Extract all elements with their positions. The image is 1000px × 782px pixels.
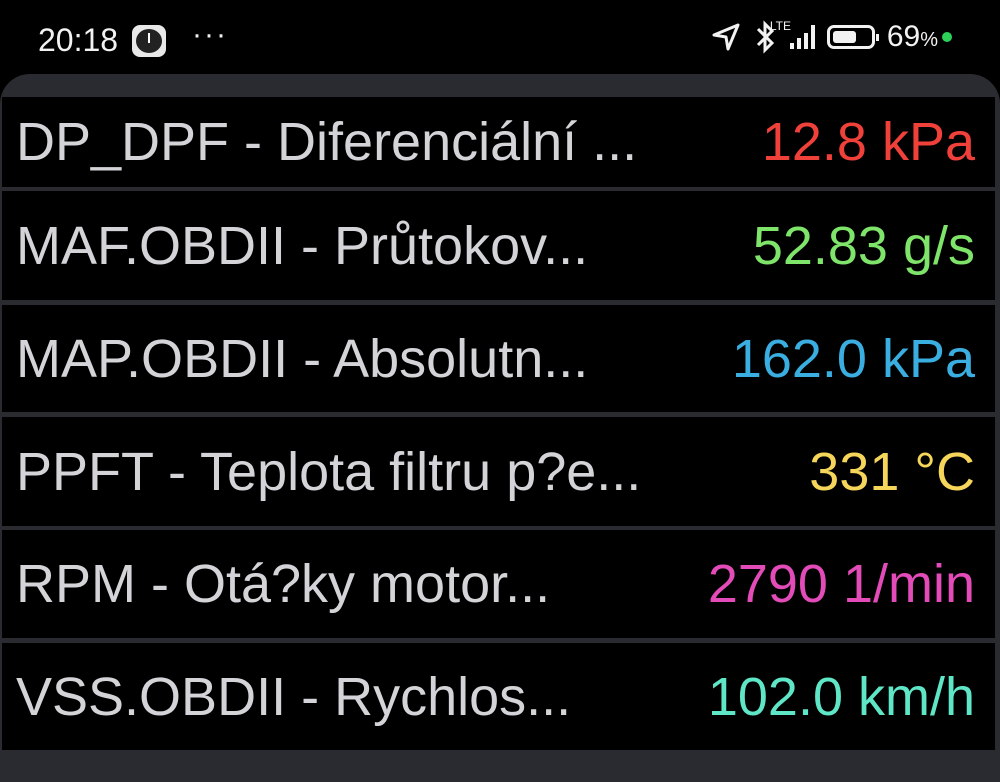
battery-percent: 69% xyxy=(886,20,938,53)
more-notifications-icon: ··· xyxy=(192,18,228,51)
sensor-value: 162.0 kPa xyxy=(731,328,975,389)
sensor-name: MAF.OBDII - Průtokov... xyxy=(16,215,589,276)
sensor-name: MAP.OBDII - Absolutn... xyxy=(16,328,589,389)
sensor-value: 12.8 kPa xyxy=(761,112,975,172)
sensor-name: VSS.OBDII - Rychlos... xyxy=(16,666,572,727)
sensor-name: RPM - Otá?ky motor... xyxy=(16,554,551,614)
status-time: 20:18 xyxy=(38,22,119,58)
sensor-row-ppft[interactable]: PPFT - Teplota filtru p?e... 331 °C xyxy=(2,417,995,526)
sensor-row-rpm[interactable]: RPM - Otá?ky motor... 2790 1/min xyxy=(2,530,995,638)
battery-icon xyxy=(826,25,879,49)
clock-app-icon xyxy=(132,25,166,57)
privacy-indicator-dot xyxy=(942,32,952,42)
sensor-value: 52.83 g/s xyxy=(752,215,975,276)
bluetooth-icon xyxy=(756,20,774,54)
sensor-value: 331 °C xyxy=(809,441,975,502)
network-type: LTE xyxy=(769,19,791,33)
sensor-name: PPFT - Teplota filtru p?e... xyxy=(16,441,642,502)
sensor-name: DP_DPF - Diferenciální ... xyxy=(16,112,638,172)
location-icon xyxy=(712,23,740,51)
sensor-row-vss[interactable]: VSS.OBDII - Rychlos... 102.0 km/h xyxy=(2,643,995,750)
sensor-row-dp-dpf[interactable]: DP_DPF - Diferenciální ... 12.8 kPa xyxy=(2,97,995,187)
sensor-value: 102.0 km/h xyxy=(707,666,975,727)
signal-icon: LTE xyxy=(770,19,815,49)
sensor-row-maf[interactable]: MAF.OBDII - Průtokov... 52.83 g/s xyxy=(2,191,995,300)
status-bar: 20:18 ··· LTE 69% xyxy=(0,0,1000,76)
sensor-list: DP_DPF - Diferenciální ... 12.8 kPa MAF.… xyxy=(0,74,1000,782)
sensor-value: 2790 1/min xyxy=(707,554,975,614)
sensor-row-map[interactable]: MAP.OBDII - Absolutn... 162.0 kPa xyxy=(2,305,995,412)
